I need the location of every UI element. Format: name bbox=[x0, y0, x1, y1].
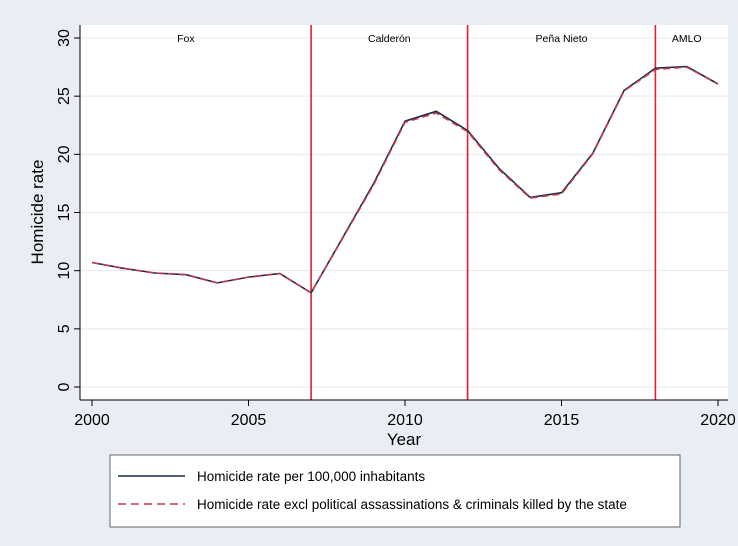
legend-label-series-1: Homicide rate per 100,000 inhabitants bbox=[197, 469, 425, 484]
x-tick-label-2020: 2020 bbox=[700, 412, 736, 429]
y-axis-label: Homicide rate bbox=[28, 160, 47, 265]
x-axis-label: Year bbox=[387, 430, 422, 449]
y-tick-label-5: 5 bbox=[56, 324, 73, 333]
annotation-3: Peña Nieto bbox=[536, 33, 588, 45]
annotation-1: Fox bbox=[177, 33, 195, 45]
y-tick-label-20: 20 bbox=[56, 145, 73, 163]
y-tick-label-10: 10 bbox=[56, 262, 73, 280]
vline-layer bbox=[310, 25, 657, 400]
y-tick-label-25: 25 bbox=[56, 87, 73, 105]
y-tick-label-30: 30 bbox=[56, 29, 73, 47]
y-tick-label-0: 0 bbox=[56, 382, 73, 391]
series-line-2 bbox=[91, 66, 719, 294]
x-tick-label-2015: 2015 bbox=[544, 412, 580, 429]
annotation-2: Calderón bbox=[368, 33, 411, 45]
x-tick-label-2000: 2000 bbox=[74, 412, 110, 429]
legend-label-series-2: Homicide rate excl political assassinati… bbox=[197, 497, 627, 512]
annotations: Fox Calderón Peña Nieto AMLO bbox=[177, 33, 701, 45]
y-tick-label-15: 15 bbox=[56, 204, 73, 222]
annotation-4: AMLO bbox=[672, 33, 702, 45]
x-ticks: 2000 2005 2010 2015 2020 bbox=[74, 400, 736, 429]
legend: Homicide rate per 100,000 inhabitants Ho… bbox=[109, 454, 681, 528]
x-tick-label-2010: 2010 bbox=[387, 412, 423, 429]
legend-box bbox=[109, 454, 681, 528]
series-layer bbox=[91, 65, 719, 294]
x-tick-label-2005: 2005 bbox=[231, 412, 267, 429]
grid-layer bbox=[80, 37, 728, 388]
y-ticks: 0 5 10 15 20 25 30 bbox=[56, 29, 80, 391]
